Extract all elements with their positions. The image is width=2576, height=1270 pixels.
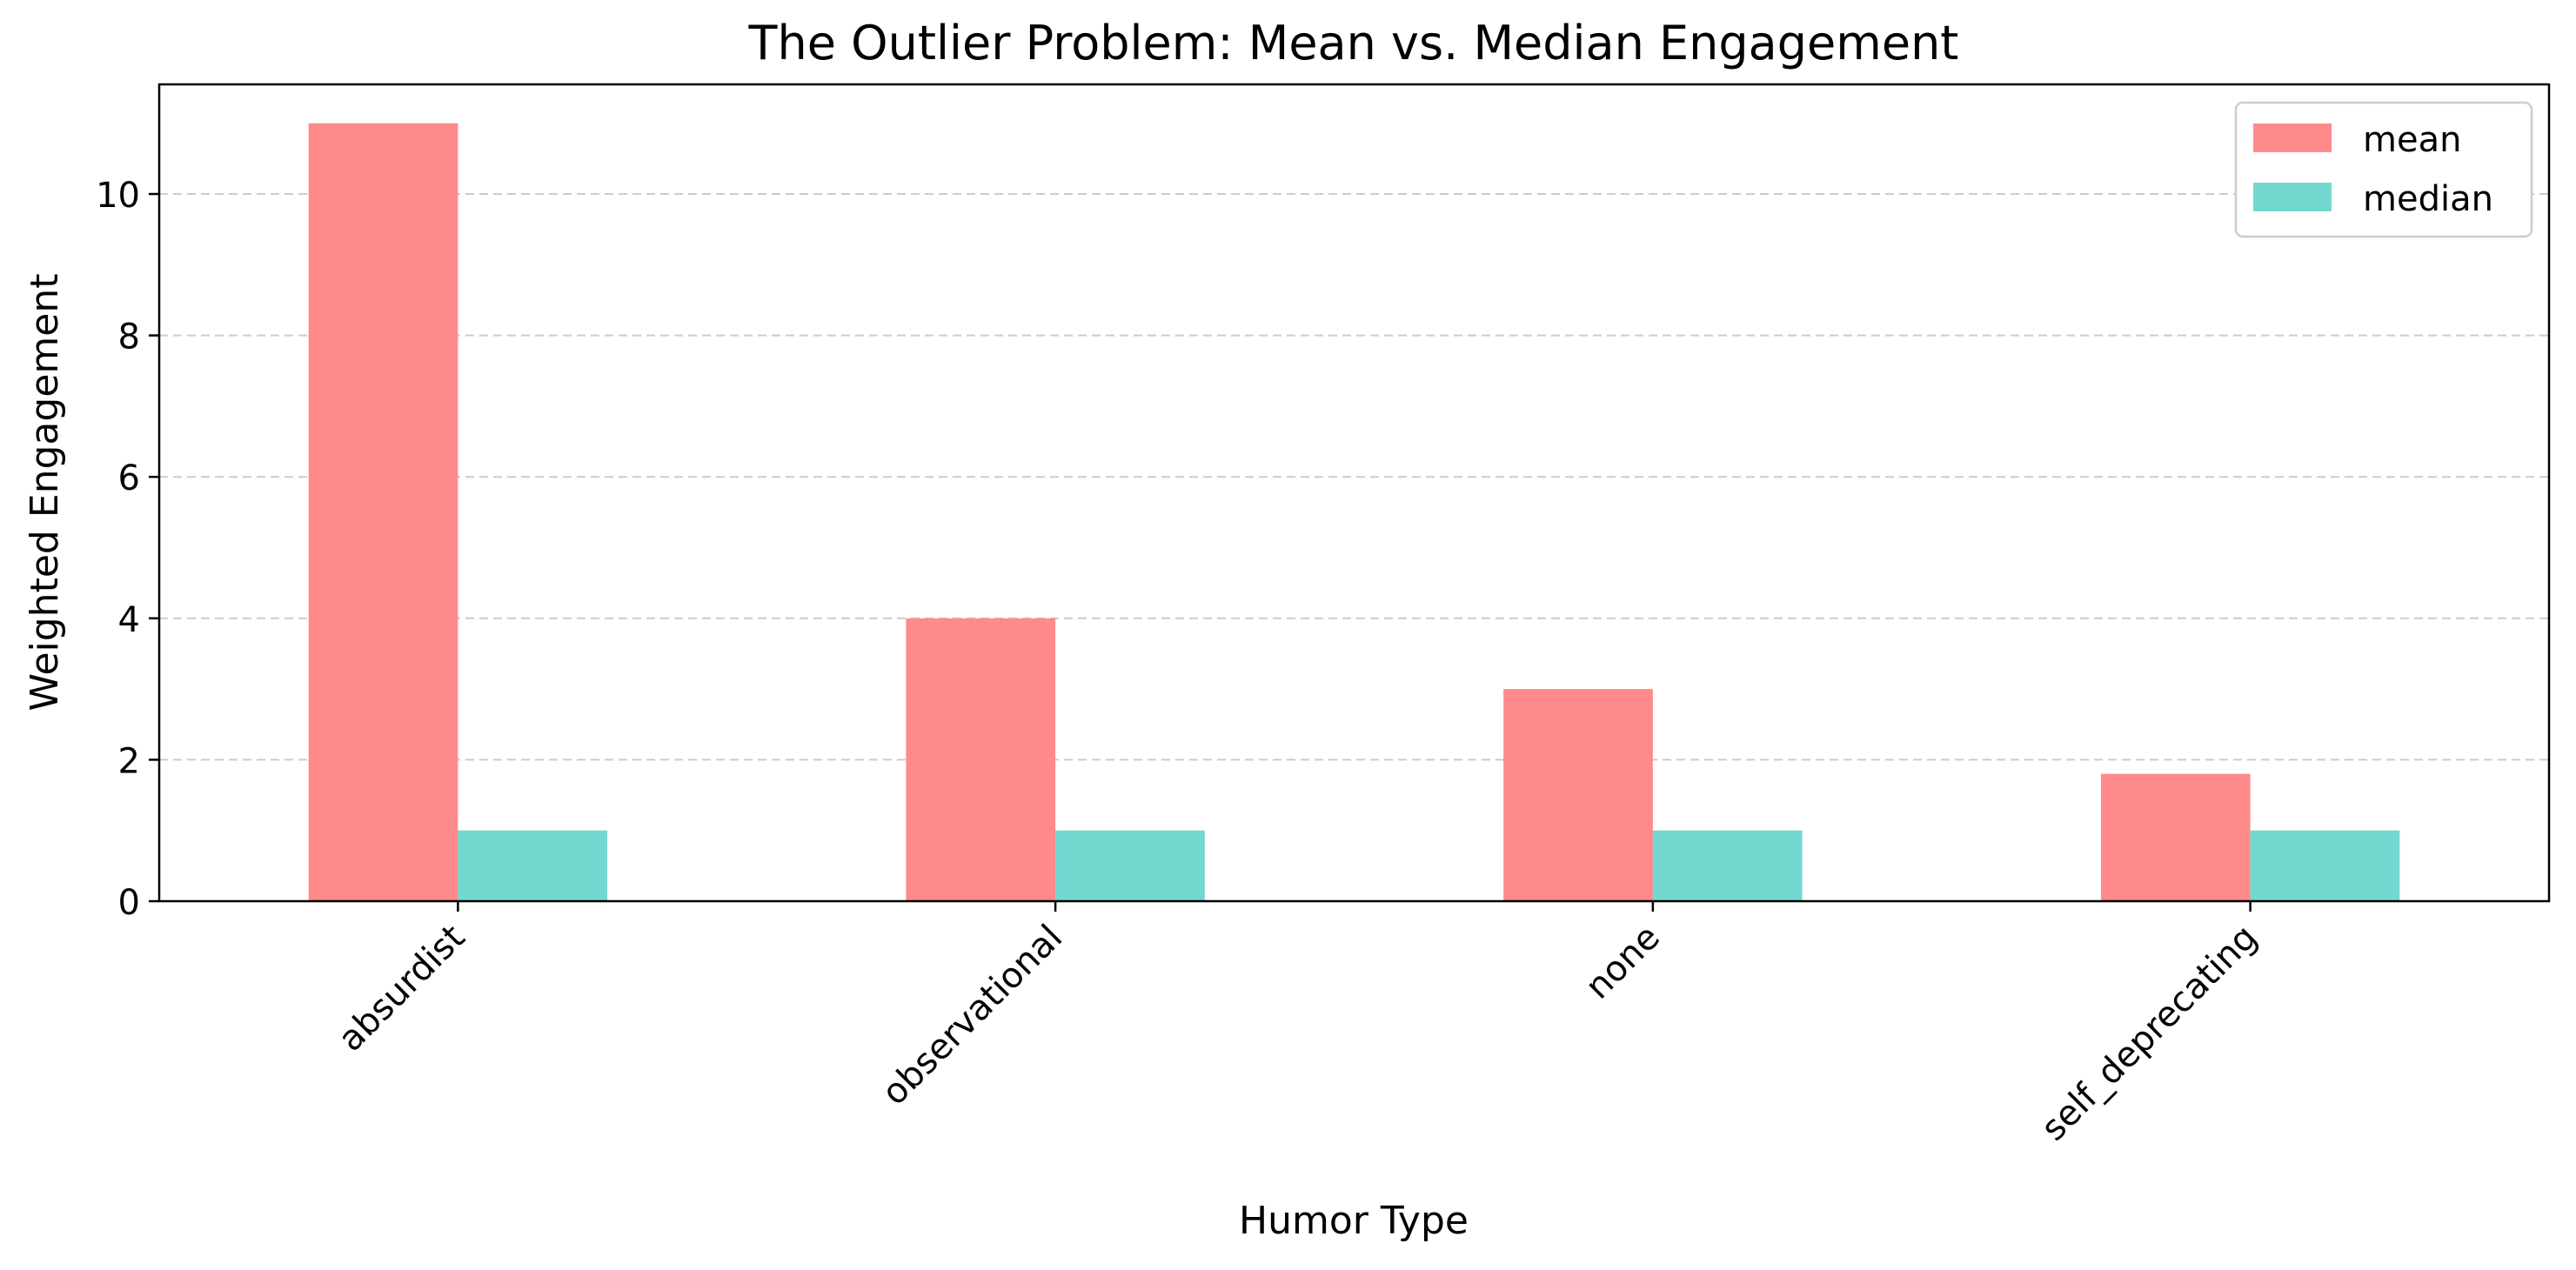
bar-median-absurdist: [458, 830, 608, 901]
y-axis-label: Weighted Engagement: [23, 274, 67, 712]
bars: [308, 123, 2400, 901]
legend-swatch-mean: [2253, 124, 2332, 152]
bar-median-self_deprecating: [2250, 830, 2400, 901]
legend: mean median: [2234, 101, 2533, 238]
bar-mean-none: [1503, 689, 1653, 901]
bar-mean-absurdist: [308, 123, 458, 901]
legend-label-mean: mean: [2363, 120, 2461, 160]
plot-frame: [157, 83, 2551, 903]
y-tick-label: 6: [118, 458, 140, 498]
bar-mean-observational: [906, 618, 1056, 901]
y-tick-label: 8: [118, 318, 140, 358]
bar-median-observational: [1055, 830, 1205, 901]
bar-median-none: [1652, 830, 1803, 901]
y-tick-label: 2: [118, 741, 140, 781]
y-tick-label: 4: [118, 600, 140, 640]
bar-mean-self_deprecating: [2100, 773, 2251, 901]
y-axis-ticks: 0 2 4 6 8 10: [96, 176, 159, 923]
legend-label-median: median: [2363, 179, 2493, 219]
x-axis-label: Humor Type: [1239, 1199, 1469, 1243]
chart-title: The Outlier Problem: Mean vs. Median Eng…: [748, 16, 1959, 70]
legend-swatch-median: [2253, 183, 2332, 211]
y-tick-label: 0: [118, 883, 140, 923]
grid-lines: [159, 193, 2549, 761]
y-tick-label: 10: [96, 176, 140, 216]
